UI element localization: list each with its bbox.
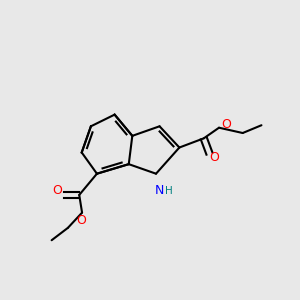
Text: O: O	[209, 151, 219, 164]
Text: H: H	[164, 186, 172, 196]
Text: N: N	[155, 184, 164, 197]
Text: O: O	[76, 214, 86, 227]
Text: O: O	[221, 118, 231, 131]
Text: O: O	[52, 184, 62, 197]
